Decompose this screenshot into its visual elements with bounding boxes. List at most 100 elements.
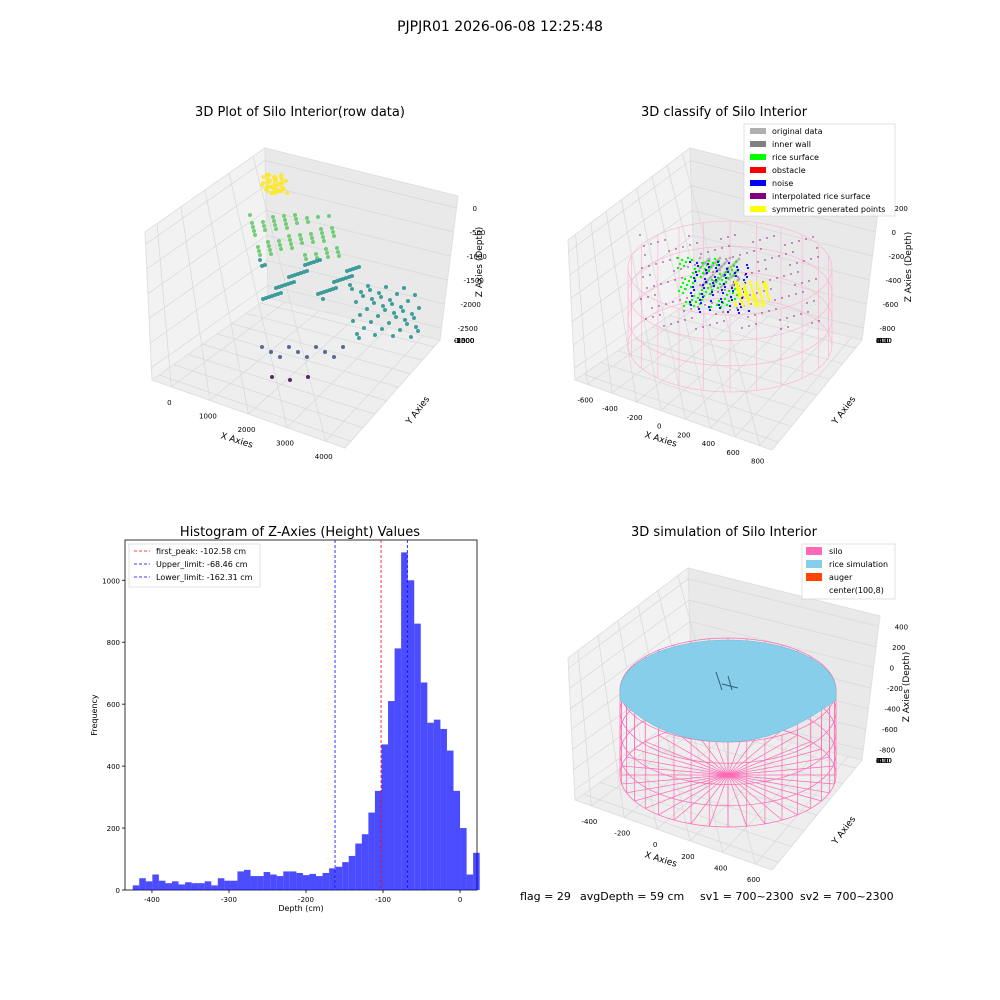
raw-zlabel: Z Axies (Depth)	[475, 227, 485, 298]
classify-interpolated-point	[653, 285, 655, 287]
classify-rice-point	[730, 268, 734, 272]
classify-interpolated-point	[645, 318, 647, 320]
simulation-xtick: 0	[653, 841, 657, 849]
raw-point	[332, 234, 336, 238]
classify-noise-point	[699, 301, 703, 305]
classify-noise-point	[711, 281, 715, 285]
simulation-legend: silo rice simulation auger center(100,8)	[801, 543, 896, 600]
raw-point	[276, 189, 281, 193]
raw-point	[379, 295, 383, 299]
raw-point	[266, 240, 270, 244]
classify-symmetric-point	[754, 298, 758, 302]
classify-rice-point	[692, 294, 696, 298]
classify-interpolated-point	[657, 241, 659, 243]
classify-noise-point	[727, 261, 731, 265]
classify-interpolated-point	[690, 308, 692, 310]
simulation-floor-spoke	[708, 774, 729, 827]
classify-symmetric-point	[756, 284, 760, 288]
raw-point	[252, 229, 256, 233]
classify-rice-point	[700, 298, 704, 302]
classify-legend-swatch	[750, 128, 766, 134]
histogram-bar	[348, 855, 356, 890]
classify-zlabel: Z Axies (Depth)	[904, 232, 914, 303]
classify-interpolated-point	[815, 278, 817, 280]
classify-interpolated-point	[728, 245, 730, 247]
simulation-zlabel: Z Axies (Depth)	[902, 652, 912, 723]
histogram-bar	[185, 882, 192, 890]
simulation-floor-spoke	[634, 774, 729, 802]
raw-point	[398, 328, 402, 332]
classify-interpolated-point	[646, 287, 648, 289]
classify-interpolated-point	[788, 295, 790, 297]
classify-rice-point	[733, 287, 737, 291]
histogram-bar	[230, 880, 238, 890]
classify-rice-point	[708, 292, 712, 296]
histogram-bar	[224, 880, 231, 890]
raw-point	[310, 236, 314, 240]
classify-legend-label: inner wall	[772, 140, 811, 149]
simulation-floor-spoke	[621, 774, 729, 785]
classify-noise-point	[688, 300, 692, 304]
classify-symmetric-point	[742, 282, 746, 286]
histogram-xtick: -100	[375, 896, 391, 904]
raw-point	[296, 350, 300, 354]
classify-noise-point	[696, 264, 700, 268]
raw-point	[258, 253, 262, 257]
classify-interpolated-point	[785, 253, 787, 255]
classify-noise-point	[721, 291, 725, 295]
raw-point	[362, 326, 366, 330]
raw-point	[337, 254, 341, 258]
classify-symmetric-point	[735, 281, 739, 285]
classify-ztick: -400	[886, 277, 902, 285]
classify-interpolated-point	[684, 319, 686, 321]
classify-interpolated-point	[702, 326, 704, 328]
classify-rice-point	[679, 285, 683, 289]
classify-interpolated-point	[680, 268, 682, 270]
classify-interpolated-point	[699, 284, 701, 286]
panel-histogram: Histogram of Z-Axies (Height) Values -40…	[90, 525, 480, 913]
classify-noise-point	[698, 298, 702, 302]
histogram-bar	[204, 881, 212, 890]
classify-rice-point	[683, 287, 687, 291]
classify-symmetric-point	[743, 285, 747, 289]
classify-symmetric-point	[747, 302, 751, 306]
classify-interpolated-point	[695, 328, 697, 330]
histogram-bar	[453, 790, 461, 890]
simulation-floor-spoke	[690, 774, 729, 825]
histogram-ytick: 800	[107, 639, 120, 647]
classify-noise-point	[746, 266, 750, 270]
raw-point	[414, 325, 418, 329]
raw-point	[369, 320, 373, 324]
histogram-bar	[289, 871, 297, 890]
simulation-ztick: -800	[879, 747, 895, 755]
classify-interpolated-point	[811, 322, 813, 324]
classify-noise-point	[694, 270, 698, 274]
classify-original-point	[720, 274, 724, 278]
classify-interpolated-point	[759, 239, 761, 241]
raw-point	[330, 226, 334, 230]
raw-point	[413, 293, 417, 297]
raw-point	[288, 238, 292, 242]
classify-original-point	[729, 265, 733, 269]
classify-symmetric-point	[755, 301, 759, 305]
classify-rice-point	[718, 272, 722, 276]
classify-interpolated-point	[801, 282, 803, 284]
classify-rice-point	[709, 305, 713, 309]
raw-point	[381, 304, 385, 308]
classify-interpolated-point	[640, 298, 642, 300]
classify-noise-point	[714, 278, 718, 282]
classify-interpolated-point	[792, 251, 794, 253]
classify-noise-point	[711, 293, 715, 297]
simulation-xtick: -400	[581, 818, 597, 826]
classify-interpolated-point	[794, 284, 796, 286]
raw-xtick: 4000	[315, 453, 333, 461]
classify-noise-point	[735, 265, 739, 269]
classify-noise-point	[698, 310, 702, 314]
classify-rice-point	[733, 297, 737, 301]
classify-legend-swatch	[750, 141, 766, 147]
classify-original-point	[698, 256, 702, 260]
histogram-legend-label: Lower_limit: -162.31 cm	[156, 573, 253, 582]
classify-rice-point	[685, 283, 689, 287]
classify-symmetric-point	[755, 281, 759, 285]
classify-noise-point	[701, 283, 705, 287]
